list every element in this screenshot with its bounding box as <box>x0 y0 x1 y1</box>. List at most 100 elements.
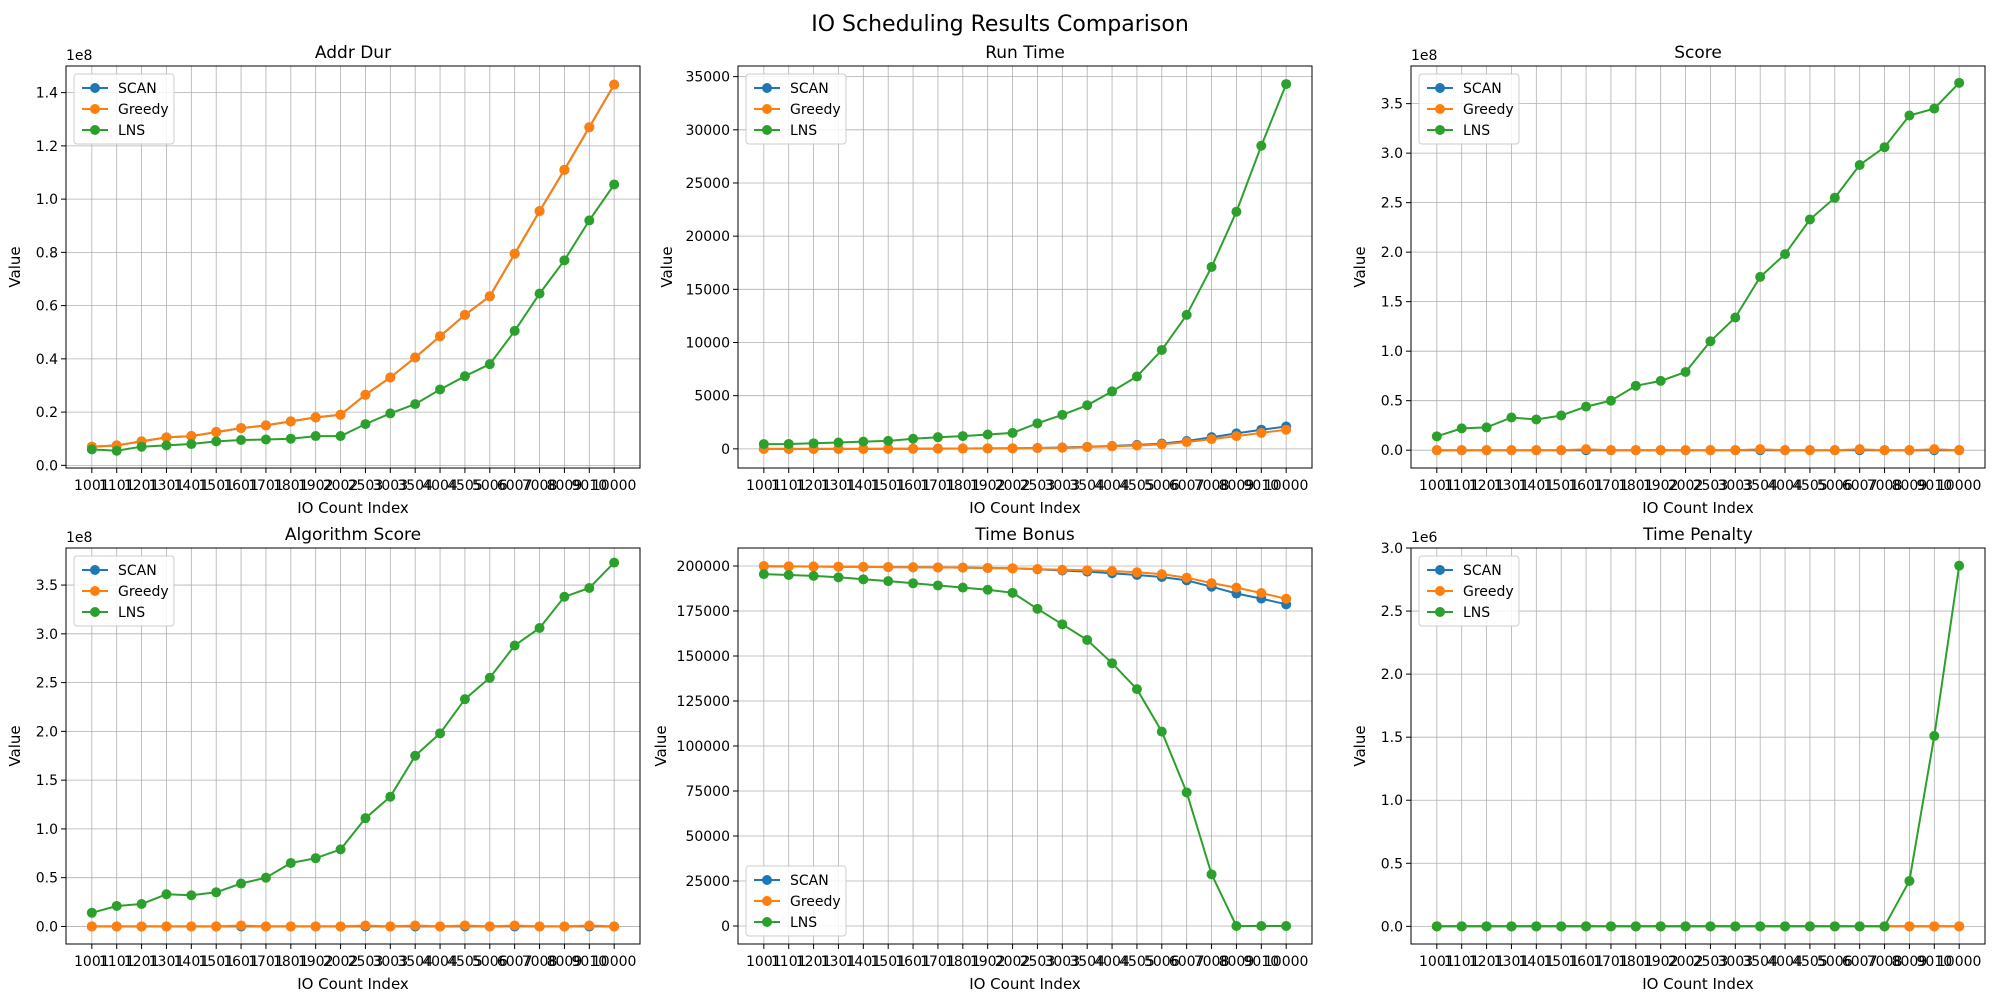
x-tick-label: 1201 <box>124 954 160 970</box>
data-point-lns <box>908 433 919 444</box>
data-point-lns <box>1854 921 1865 932</box>
x-axis-label: IO Count Index <box>969 975 1081 993</box>
x-tick-label: 3003 <box>1044 954 1080 970</box>
data-point-lns <box>783 438 794 449</box>
legend-label: Greedy <box>790 102 841 118</box>
data-point-lns <box>1057 619 1068 630</box>
data-point-lns <box>1231 921 1242 931</box>
chart-title: Time Bonus <box>974 525 1075 545</box>
data-point-lns <box>1057 409 1068 420</box>
data-point-lns <box>484 359 495 370</box>
data-point-lns <box>1431 431 1442 442</box>
x-tick-label: 1401 <box>846 478 882 494</box>
data-point-greedy <box>1456 445 1467 456</box>
x-tick-label: 8009 <box>1219 478 1255 494</box>
data-point-lns <box>1904 110 1915 121</box>
x-tick-label: 2002 <box>995 954 1031 970</box>
data-point-greedy <box>236 423 247 434</box>
chart-title: Time Penalty <box>1642 525 1753 545</box>
y-tick-label: 2.0 <box>1381 667 1403 683</box>
data-point-greedy <box>1281 593 1292 604</box>
data-point-greedy <box>1107 441 1118 452</box>
legend-swatch-marker <box>1435 586 1445 596</box>
legend-swatch-marker <box>762 83 772 93</box>
data-point-lns <box>385 408 396 419</box>
legend-label: SCAN <box>790 873 829 889</box>
data-point-greedy <box>1231 582 1242 593</box>
data-point-greedy <box>1156 569 1167 580</box>
series-line-lns <box>1436 565 1961 928</box>
data-point-greedy <box>310 921 321 932</box>
data-point-greedy <box>1605 445 1616 456</box>
x-tick-label: 4505 <box>447 478 483 494</box>
data-point-lns <box>335 844 346 855</box>
legend: SCAN Greedy LNS <box>1418 555 1520 627</box>
data-point-lns <box>1829 921 1840 932</box>
legend-swatch-marker <box>90 125 100 135</box>
x-tick-label: 2002 <box>995 478 1031 494</box>
data-point-lns <box>1780 249 1791 260</box>
data-point-greedy <box>758 561 769 572</box>
x-tick-label: 1401 <box>1519 954 1555 970</box>
data-point-greedy <box>1032 564 1043 575</box>
data-point-lns <box>1854 160 1865 171</box>
y-tick-label: 150000 <box>677 649 730 665</box>
legend-label: LNS <box>790 915 817 931</box>
x-tick-label: 4004 <box>1767 954 1803 970</box>
legend-box <box>73 555 175 627</box>
data-point-greedy <box>410 352 421 363</box>
y-tick-label: 2.5 <box>36 676 58 692</box>
data-point-lns <box>161 440 172 451</box>
x-tick-label: 1601 <box>1568 954 1604 970</box>
data-point-lns <box>260 872 271 883</box>
data-point-greedy <box>982 562 993 573</box>
y-tick-label: 0.0 <box>1381 443 1403 459</box>
x-tick-label: 2002 <box>1668 478 1704 494</box>
y-tick-label: 15000 <box>685 282 730 298</box>
y-tick-label: 0.0 <box>36 458 58 474</box>
data-point-greedy <box>609 79 620 90</box>
data-point-greedy <box>1755 444 1766 455</box>
x-tick-label: 2503 <box>1020 954 1056 970</box>
data-point-greedy <box>808 561 819 572</box>
x-tick-label: 2503 <box>1020 478 1056 494</box>
data-point-lns <box>1904 875 1915 886</box>
x-tick-label: 1301 <box>149 478 185 494</box>
y-axis-label: Value <box>1351 246 1369 287</box>
x-tick-label: 1801 <box>1618 478 1654 494</box>
y-tick-label: 200000 <box>677 559 730 575</box>
data-point-greedy <box>86 921 97 932</box>
data-point-lns <box>1879 921 1890 932</box>
y-tick-label: 30000 <box>685 123 730 139</box>
legend: SCAN Greedy LNS <box>745 865 847 937</box>
x-tick-label: 1101 <box>99 478 135 494</box>
data-point-lns <box>1581 401 1592 412</box>
plot-frame <box>65 547 641 945</box>
y-axis-label: Value <box>6 725 24 766</box>
data-point-lns <box>932 432 943 443</box>
data-point-greedy <box>285 416 296 427</box>
data-point-greedy <box>559 164 570 175</box>
data-point-greedy <box>858 561 869 572</box>
data-point-greedy <box>1929 921 1940 932</box>
data-point-lns <box>186 890 197 901</box>
x-tick-label: 4004 <box>1094 954 1130 970</box>
x-tick-label: 5006 <box>472 954 508 970</box>
y-tick-label: 3.0 <box>1381 146 1403 162</box>
data-point-lns <box>957 582 968 593</box>
data-point-greedy <box>1007 563 1018 574</box>
data-point-lns <box>1032 418 1043 429</box>
data-point-greedy <box>534 206 545 217</box>
data-point-greedy <box>211 921 222 932</box>
x-tick-label: 1501 <box>198 954 234 970</box>
legend-box <box>745 73 847 145</box>
x-tick-label: 1601 <box>223 954 259 970</box>
data-point-lns <box>1431 921 1442 932</box>
data-point-lns <box>1506 412 1517 423</box>
y-tick-label: 0.2 <box>36 405 58 421</box>
legend: SCAN Greedy LNS <box>745 73 847 145</box>
y-tick-label: 50000 <box>685 829 730 845</box>
data-point-greedy <box>858 443 869 454</box>
data-point-lns <box>435 728 446 739</box>
data-point-lns <box>559 255 570 266</box>
